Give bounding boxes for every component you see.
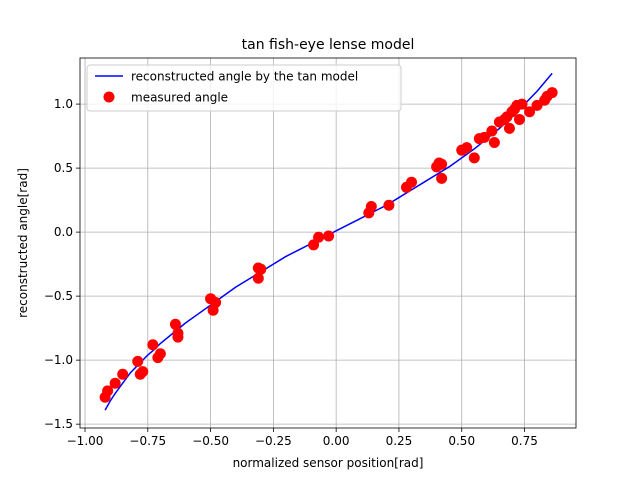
measured-point (516, 98, 528, 110)
x-tick-label: −0.25 (255, 434, 292, 448)
legend: reconstructed angle by the tan model mea… (86, 64, 402, 112)
x-tick-label: 0.75 (511, 434, 538, 448)
x-tick-label: 0.25 (386, 434, 413, 448)
model-line (104, 72, 553, 411)
measured-point (468, 152, 480, 164)
y-tick-label: −1.0 (44, 353, 73, 367)
measured-point (147, 339, 159, 351)
measured-point (461, 142, 473, 154)
measured-point (137, 366, 149, 378)
measured-point (488, 137, 500, 148)
x-tick-label: −0.50 (192, 434, 229, 448)
y-tick-label: 0.5 (54, 161, 73, 175)
x-axis-label: normalized sensor position[rad] (233, 456, 424, 470)
plot-frame (79, 57, 577, 429)
measured-point (406, 176, 417, 188)
measured-point (210, 297, 222, 309)
measured-point (383, 199, 395, 211)
legend-marker-swatch (103, 91, 115, 103)
measured-point (323, 230, 335, 242)
measured-point (117, 368, 129, 380)
measured-point (513, 113, 525, 125)
measured-point (132, 355, 144, 367)
y-tick-label: 0.0 (54, 225, 73, 239)
measured-point (436, 172, 448, 184)
legend-label-measured: measured angle (131, 91, 228, 105)
measured-point (436, 158, 448, 170)
x-tick-label: 0.00 (323, 434, 350, 448)
y-axis-label: reconstructed angle[rad] (16, 168, 30, 318)
measured-points-layer (99, 87, 558, 403)
legend-label-model: reconstructed angle by the tan model (131, 70, 358, 84)
measured-point (313, 231, 325, 243)
model-line-layer (104, 72, 553, 411)
measured-point (169, 318, 181, 330)
measured-point (365, 201, 377, 213)
chart-title: tan fish-eye lense model (242, 37, 415, 53)
measured-point (478, 131, 490, 143)
axis-ticks: −1.00 −0.75 −0.50 −0.25 0.00 0.25 0.50 0.75 −1.5… (44, 97, 538, 448)
y-tick-label: −1.5 (44, 417, 73, 431)
y-tick-label: −0.5 (44, 289, 73, 303)
x-tick-label: 0.50 (448, 434, 475, 448)
measured-point (255, 263, 267, 275)
measured-point (252, 272, 264, 284)
measured-point (524, 106, 536, 118)
x-tick-label: −1.00 (67, 434, 104, 448)
measured-point (154, 348, 166, 360)
measured-point (102, 385, 114, 397)
y-tick-label: 1.0 (54, 97, 73, 111)
x-tick-label: −0.75 (129, 434, 166, 448)
legend-box (86, 64, 402, 112)
measured-point (546, 87, 558, 99)
measured-point (486, 125, 498, 137)
measured-point (503, 122, 515, 134)
measured-point (172, 331, 184, 343)
measured-point (109, 377, 121, 389)
